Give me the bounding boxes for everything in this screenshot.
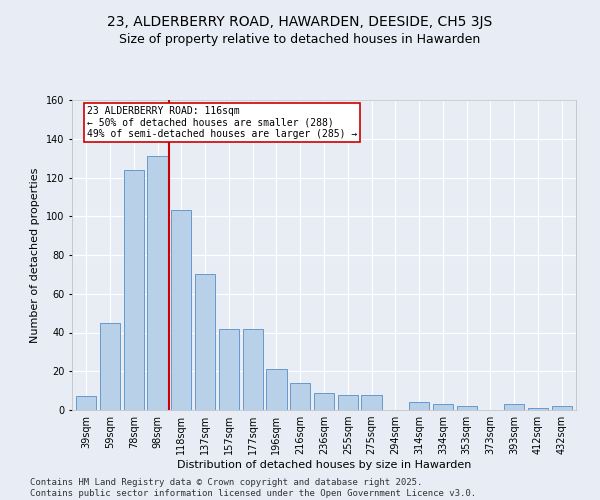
Bar [148, 156, 167, 410]
Bar [504, 404, 524, 410]
Bar [171, 210, 191, 410]
Bar [124, 170, 144, 410]
Bar [290, 383, 310, 410]
Text: Size of property relative to detached houses in Hawarden: Size of property relative to detached ho… [119, 32, 481, 46]
Bar [266, 370, 287, 410]
Bar [551, 406, 572, 410]
Bar [219, 328, 239, 410]
Bar [457, 406, 477, 410]
Bar [100, 323, 120, 410]
Bar [433, 404, 453, 410]
Text: 23, ALDERBERRY ROAD, HAWARDEN, DEESIDE, CH5 3JS: 23, ALDERBERRY ROAD, HAWARDEN, DEESIDE, … [107, 15, 493, 29]
Bar [409, 402, 429, 410]
Bar [76, 396, 97, 410]
Bar [242, 328, 263, 410]
Bar [338, 394, 358, 410]
Text: 23 ALDERBERRY ROAD: 116sqm
← 50% of detached houses are smaller (288)
49% of sem: 23 ALDERBERRY ROAD: 116sqm ← 50% of deta… [87, 106, 357, 139]
Bar [528, 408, 548, 410]
Y-axis label: Number of detached properties: Number of detached properties [31, 168, 40, 342]
Bar [195, 274, 215, 410]
Bar [361, 394, 382, 410]
X-axis label: Distribution of detached houses by size in Hawarden: Distribution of detached houses by size … [177, 460, 471, 470]
Text: Contains HM Land Registry data © Crown copyright and database right 2025.
Contai: Contains HM Land Registry data © Crown c… [30, 478, 476, 498]
Bar [314, 392, 334, 410]
